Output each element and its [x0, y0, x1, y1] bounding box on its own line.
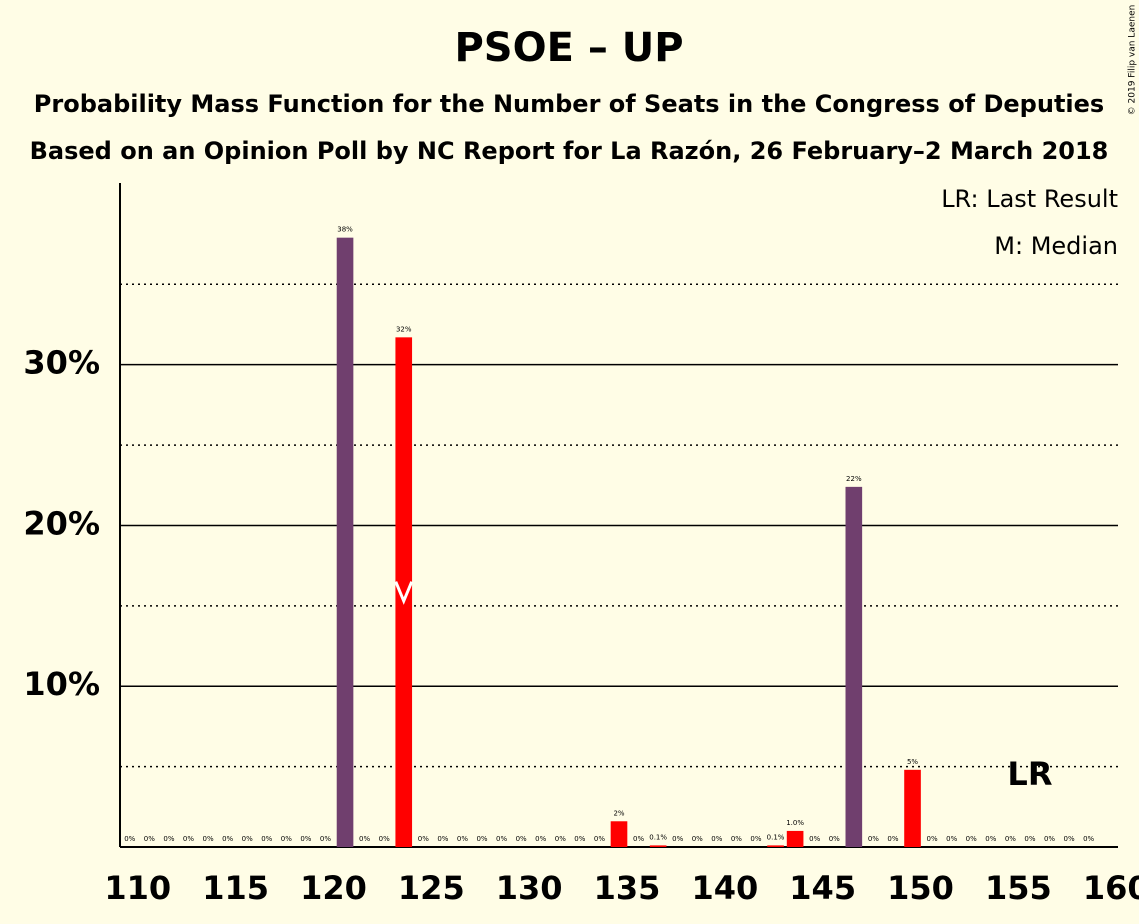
legend-entry: M: Median — [994, 232, 1118, 260]
value-label: 0% — [379, 835, 390, 843]
bar — [395, 337, 413, 847]
value-label: 32% — [396, 325, 412, 333]
value-label: 0.1% — [649, 833, 667, 841]
value-label: 0% — [868, 835, 879, 843]
value-label: 0% — [320, 835, 331, 843]
value-label: 0% — [203, 835, 214, 843]
bar — [904, 769, 921, 847]
legend-entry: LR: Last Result — [941, 185, 1118, 213]
value-label: 0% — [1064, 835, 1075, 843]
value-label: 0% — [496, 835, 507, 843]
value-label: 0% — [535, 835, 546, 843]
value-label: 0% — [437, 835, 448, 843]
value-label: 22% — [846, 475, 862, 483]
value-label: 0% — [946, 835, 957, 843]
value-label: 0% — [927, 835, 938, 843]
value-label: 0% — [144, 835, 155, 843]
value-label: 0% — [300, 835, 311, 843]
x-tick-label: 140 — [691, 869, 758, 907]
value-label: 0% — [359, 835, 370, 843]
x-tick-label: 115 — [202, 869, 269, 907]
last-result-label: LR — [1007, 755, 1052, 793]
bar — [649, 845, 667, 847]
value-label: 0% — [281, 835, 292, 843]
value-label: 0% — [516, 835, 527, 843]
value-label: 0% — [555, 835, 566, 843]
copyright: © 2019 Filip van Laenen — [1128, 5, 1138, 116]
x-tick-label: 155 — [985, 869, 1052, 907]
x-tick-label: 110 — [104, 869, 171, 907]
y-tick-label: 30% — [23, 344, 100, 382]
x-tick-label: 135 — [594, 869, 661, 907]
value-label: 0% — [183, 835, 194, 843]
value-label: 38% — [337, 226, 353, 234]
chart-subtitle: Probability Mass Function for the Number… — [34, 90, 1104, 118]
x-tick-label: 120 — [300, 869, 367, 907]
value-label: 0% — [1024, 835, 1035, 843]
value-label: 0% — [457, 835, 468, 843]
value-label: 0% — [1083, 835, 1094, 843]
value-label: 0% — [163, 835, 174, 843]
value-label: 0% — [672, 835, 683, 843]
value-label: 0% — [594, 835, 605, 843]
value-label: 0% — [1044, 835, 1055, 843]
value-label: 0% — [692, 835, 703, 843]
value-label: 0% — [476, 835, 487, 843]
median-marker — [394, 581, 414, 605]
chart-title: PSOE – UP — [454, 25, 683, 71]
value-label: 0% — [261, 835, 272, 843]
bar — [767, 845, 784, 847]
value-label: 0% — [809, 835, 820, 843]
x-tick-label: 150 — [887, 869, 954, 907]
bar — [786, 830, 804, 847]
value-label: 0% — [887, 835, 898, 843]
bar — [336, 237, 354, 847]
x-tick-label: 145 — [789, 869, 856, 907]
value-label: 0% — [124, 835, 135, 843]
value-label: 0% — [711, 835, 722, 843]
value-label: 0% — [574, 835, 585, 843]
x-tick-label: 130 — [496, 869, 563, 907]
y-tick-label: 10% — [23, 665, 100, 703]
chart-subtitle: Based on an Opinion Poll by NC Report fo… — [30, 137, 1109, 165]
value-label: 0% — [222, 835, 233, 843]
value-label: 0% — [731, 835, 742, 843]
value-label: 5% — [907, 758, 918, 766]
value-label: 0% — [418, 835, 429, 843]
value-label: 0% — [829, 835, 840, 843]
value-label: 0% — [633, 835, 644, 843]
value-label: 1.0% — [786, 819, 804, 827]
value-label: 0% — [985, 835, 996, 843]
value-label: 0.1% — [767, 833, 785, 841]
bar — [610, 821, 628, 847]
x-tick-label: 125 — [398, 869, 465, 907]
value-label: 0% — [242, 835, 253, 843]
value-label: 0% — [750, 835, 761, 843]
bar — [845, 486, 863, 847]
value-label: 0% — [1005, 835, 1016, 843]
value-label: 2% — [613, 809, 624, 817]
y-tick-label: 20% — [23, 504, 100, 542]
x-tick-label: 160 — [1083, 869, 1139, 907]
value-label: 0% — [966, 835, 977, 843]
